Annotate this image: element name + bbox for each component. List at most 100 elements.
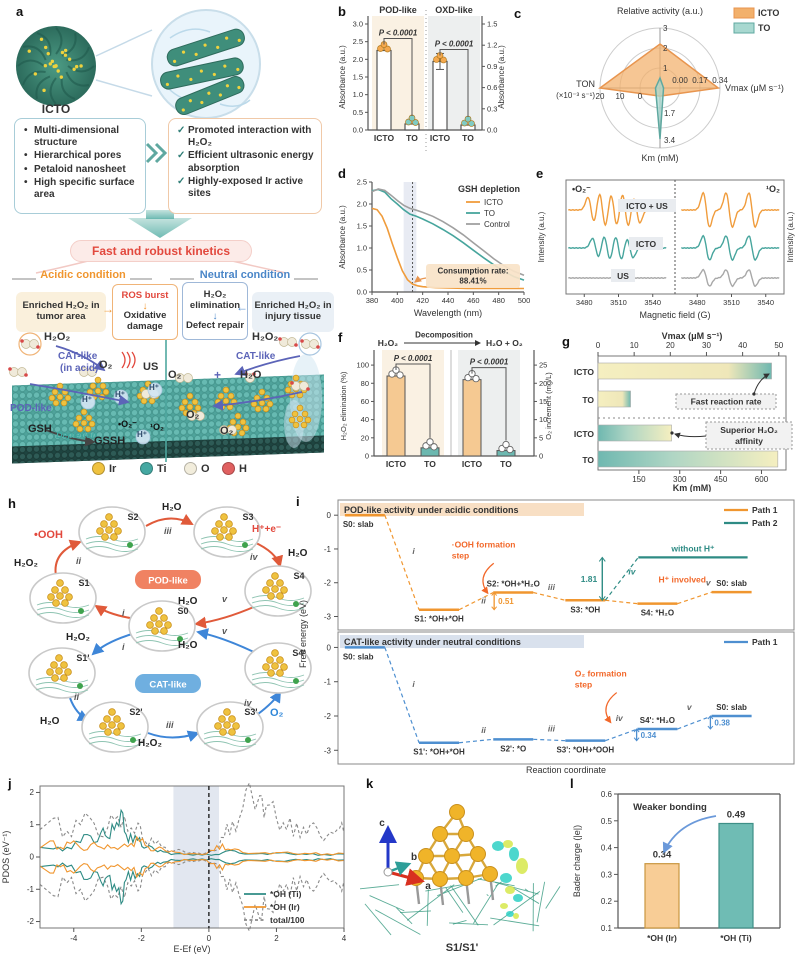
h2o2-molecule-icon [290,381,310,391]
chart-text: 0.0 [353,126,363,135]
y-axis-label: Intensity (a.u.) [786,211,795,262]
kinetics-chart-canvas: 0 10 20 30 40 50 Vmax (μM s⁻¹) 150 300 450 600 Km (… [558,330,800,497]
panel-a-artwork [0,0,336,497]
chart-text: 50 [774,341,783,350]
bar-ICTO [386,375,406,457]
ir-atom-icon [458,826,474,842]
curve-Control [371,188,525,277]
cycle-label: H₂O₂ [138,738,162,749]
state-name: S1 [78,578,89,588]
panel-label-g: g [562,334,570,349]
step-numeral: v [687,702,693,712]
scene-label: GSSH [94,435,126,447]
charge-density-blob [500,903,508,909]
legend-item-Ti: Ti [140,462,167,475]
row-label: ICTO [574,367,595,377]
cycle-label: H₂O [178,640,198,651]
chart-text: 40 [361,415,369,424]
chart-text: -2 [324,579,332,588]
cycle-label: iv [250,552,259,562]
magnified-nanosheet-icon [151,9,261,119]
step-numeral: iv [616,713,624,723]
annotation: affinity [735,436,763,446]
panel-c-canvas: Relative activity (a.u.) 1 2 3 0.00 0.17 0.34 2… [556,6,784,163]
scene-label: POD-like [10,403,52,414]
ir-cluster-icon [250,388,274,413]
state-S1: S1 [29,572,97,624]
panel-e-esr: e 3480 3480 3510 3510 3540 3540 ICTO + US ICTO U… [534,166,800,330]
cycle-label: H₂O [288,548,308,559]
data-point-ICTO [440,56,447,64]
panel-label-d: d [338,166,346,181]
panel-label-j: j [8,776,12,791]
chart-text: 0 [365,452,369,461]
charge-density-blob [513,913,519,919]
chart-text: 0 [539,452,543,461]
state-name: S3 [242,512,253,522]
chart-text: 10 [616,92,625,101]
cycle-label: •OOH [34,529,63,541]
h2o2-molecule-icon [20,339,40,349]
reaction-arrow [55,345,106,372]
chart-text: 1.2 [487,41,497,50]
level-label: S0: slab [716,579,747,588]
reaction-arrow [45,429,96,447]
species-label: •O₂⁻ [572,184,591,194]
subpanel-title: POD-like activity under acidic condition… [344,505,519,515]
step-numeral: ii [481,725,486,735]
energy-gap: 1.81 [581,574,598,584]
ir-atom-icon [418,848,434,864]
chart-text: 1.7 [664,109,676,118]
cycle-label: H₂O [178,596,198,607]
cycle-label: iii [166,720,174,730]
feature-item: Promoted interaction with H₂O₂ [177,125,315,149]
scene-label: ← [236,300,248,314]
state-name: S0 [177,606,188,616]
chart-text: 0.17 [692,76,708,85]
pdos-canvas: -4 -2 0 2 4 -2 -1 0 1 2 *OH (Ti) *OH (Ir) total/100 E… [0,776,356,957]
state-name: S4 [293,571,304,581]
h2o2-highlight-circle [298,332,322,356]
chart-text: 300 [673,475,687,484]
chart-text: 420 [416,296,429,305]
legend-label: ICTO [484,198,503,207]
cycle-arrow-red [194,605,257,629]
legend-label: ICTO [758,8,779,18]
chart-text: 30 [702,341,711,350]
chart-text: 25 [539,361,547,370]
h2o2-molecule-icon [278,337,298,347]
pdos-curve-total/100 [39,858,345,933]
annotation: H⁺ involved [659,575,706,585]
ir-atom-icon [458,870,474,886]
top-axis-label: Vmax (μM s⁻¹) [662,331,723,341]
chart-text: 15 [539,397,547,406]
chart-text: 460 [467,296,480,305]
y-axis-label: Absorbance (a.u.) [338,45,347,109]
chart-text: 3540 [757,298,774,307]
badge-CAT-like: CAT-like [135,674,201,693]
axis-label: Vmax (μM s⁻¹) [725,83,784,93]
annotation: ·OOH formation [452,539,516,549]
y-axis-label: Absorbance (a.u.) [497,45,506,109]
h2o2-molecule-icon [300,339,320,349]
chart-text: 0.5 [353,108,363,117]
bar-TO [420,447,440,457]
row-label: TO [582,395,594,405]
ros-burst-box: ROS burst ↓ Oxidative damage [112,284,178,340]
level-label: S3': *OH+*OOH [556,746,614,755]
chart-text: 100 [356,361,369,370]
ir-cluster-icon [226,412,250,437]
energy-step: 0.38 [714,719,730,728]
panel-label-c: c [514,6,522,21]
chart-text: 2.5 [357,178,367,187]
bar-*OH (Ti) [718,822,754,929]
atom-dot-icon [184,462,197,475]
panel-c-radar: c Relative activity (a.u.) 1 2 3 0.00 0.17 0.3… [510,2,800,164]
category-label: TO [406,133,418,143]
category-label: *OH (Ti) [720,933,752,943]
scene-label: H⁺ [82,395,92,404]
scene-label: (in acid) [60,363,99,374]
chart-text: 0.5 [601,817,613,826]
down-arrow-icon [128,218,192,238]
energy-step: 0.34 [641,731,657,740]
